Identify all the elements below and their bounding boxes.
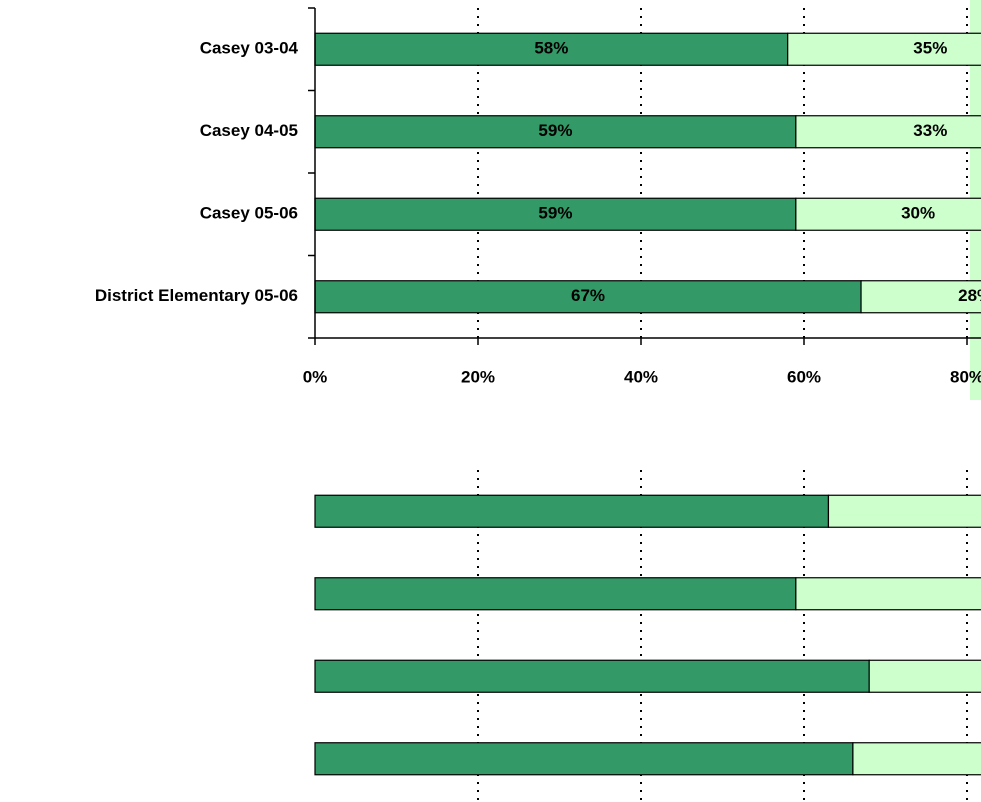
bar-segment	[852, 742, 981, 776]
y-tick-label: Casey 05-06	[200, 204, 298, 223]
y-tick-label: District Elementary 05-06	[95, 286, 298, 305]
bar-segment	[860, 280, 981, 314]
bar-segment	[787, 32, 981, 66]
bar-segment	[827, 494, 981, 528]
value-label: 58%	[534, 39, 568, 58]
x-tick-label: 20%	[461, 367, 495, 386]
bar-segment	[795, 197, 981, 231]
y-tick-label: Casey 03-04	[200, 39, 299, 58]
y-tick-label: Casey 04-05	[200, 121, 298, 140]
value-label: 67%	[571, 286, 605, 305]
x-tick-label: 60%	[787, 367, 821, 386]
bar-segment	[795, 115, 981, 149]
value-label: 30%	[901, 204, 935, 223]
x-tick-label: 80%	[950, 367, 981, 386]
bar-segment	[868, 659, 981, 693]
bar-segment	[314, 742, 854, 776]
bar-segment	[314, 659, 870, 693]
bar-segment	[314, 32, 789, 66]
x-tick-label: 40%	[624, 367, 658, 386]
value-label: 35%	[913, 39, 947, 58]
value-label: 28%	[958, 286, 981, 305]
bar-segment	[314, 577, 797, 611]
bar-segment	[314, 494, 830, 528]
value-label: 33%	[913, 121, 947, 140]
value-label: 59%	[538, 204, 572, 223]
bar-segment	[314, 115, 797, 149]
x-tick-label: 0%	[303, 367, 328, 386]
bar-segment	[795, 577, 981, 611]
value-label: 59%	[538, 121, 572, 140]
